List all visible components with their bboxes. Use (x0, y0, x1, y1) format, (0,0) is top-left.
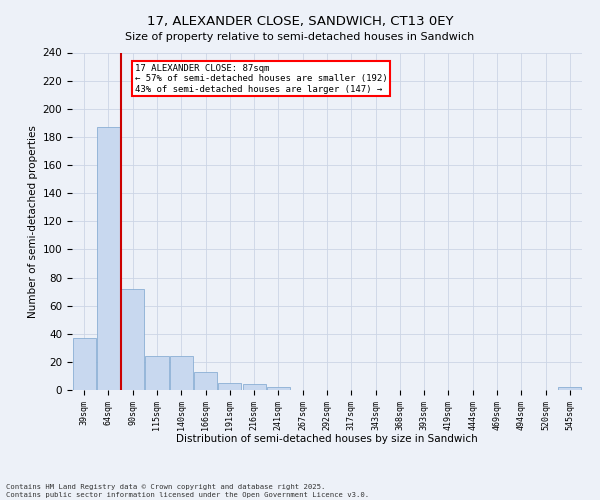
Text: Contains HM Land Registry data © Crown copyright and database right 2025.
Contai: Contains HM Land Registry data © Crown c… (6, 484, 369, 498)
Text: 17, ALEXANDER CLOSE, SANDWICH, CT13 0EY: 17, ALEXANDER CLOSE, SANDWICH, CT13 0EY (147, 15, 453, 28)
Bar (559, 387, 581, 390)
Bar (170, 356, 193, 390)
X-axis label: Distribution of semi-detached houses by size in Sandwich: Distribution of semi-detached houses by … (176, 434, 478, 444)
Text: Size of property relative to semi-detached houses in Sandwich: Size of property relative to semi-detach… (125, 32, 475, 42)
Bar (218, 383, 241, 390)
Bar (121, 289, 144, 390)
Bar (73, 338, 95, 390)
Y-axis label: Number of semi-detached properties: Number of semi-detached properties (28, 125, 38, 318)
Bar (194, 372, 217, 390)
Bar (267, 387, 290, 390)
Text: 17 ALEXANDER CLOSE: 87sqm
← 57% of semi-detached houses are smaller (192)
43% of: 17 ALEXANDER CLOSE: 87sqm ← 57% of semi-… (135, 64, 388, 94)
Bar (97, 127, 120, 390)
Bar (145, 356, 169, 390)
Bar (242, 384, 266, 390)
